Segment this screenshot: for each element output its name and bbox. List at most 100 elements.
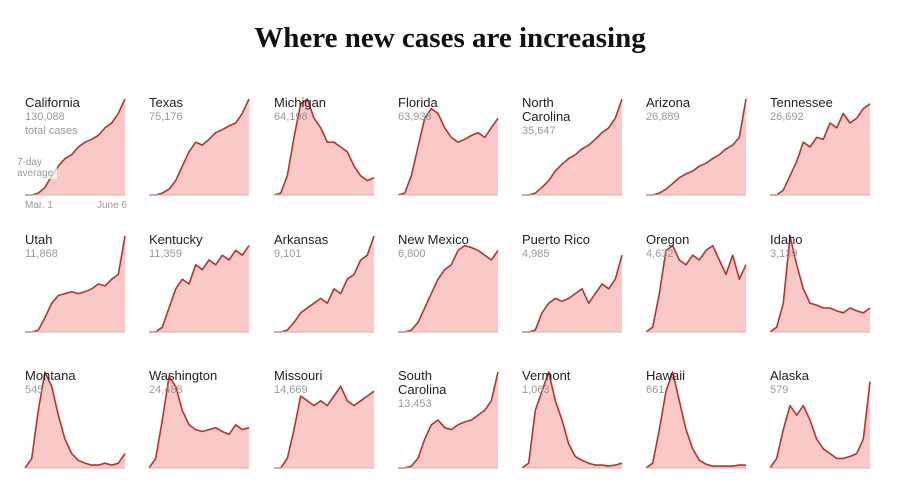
panel-label: Arkansas 9,101 — [274, 233, 356, 261]
daily-area — [398, 372, 498, 468]
total-cases: 9,101 — [274, 248, 302, 260]
average-line — [645, 244, 747, 333]
total-cases: 64,198 — [274, 111, 308, 123]
average-line — [274, 235, 375, 333]
state-name: Florida — [398, 95, 438, 110]
total-cases: 1,063 — [522, 384, 550, 396]
average-line — [645, 371, 746, 469]
total-cases: 14,669 — [274, 384, 308, 396]
average-line — [522, 254, 623, 333]
daily-area — [274, 99, 374, 195]
panel-label: California 130,088 total cases — [25, 96, 107, 138]
average-line — [521, 371, 623, 469]
daily-area — [770, 103, 870, 195]
total-cases: 75,176 — [149, 111, 183, 123]
panel-label: Hawaii 661 — [646, 369, 728, 397]
daily-area — [398, 108, 498, 195]
state-name: Kentucky — [149, 232, 203, 247]
total-cases: 130,088 — [25, 111, 65, 123]
state-name: Washington — [149, 368, 218, 383]
state-name: Missouri — [274, 368, 323, 383]
panel-label: Missouri 14,669 — [274, 369, 356, 397]
total-cases: 11,359 — [149, 248, 182, 260]
daily-area — [646, 99, 746, 195]
average-line — [769, 381, 871, 469]
panel-label: Oregon 4,632 — [646, 233, 728, 261]
total-cases: 11,868 — [25, 248, 58, 260]
daily-area — [149, 376, 249, 468]
total-cases: 3,139 — [770, 248, 798, 260]
daily-area — [149, 99, 249, 195]
panel-label: Montana 545 — [25, 369, 107, 397]
average-line — [149, 245, 250, 333]
x-label: June 6 — [96, 200, 127, 211]
panel-label: Florida 63,938 — [398, 96, 480, 124]
page-title: Where new cases are increasing — [254, 22, 646, 54]
total-cases: 24,488 — [149, 384, 183, 396]
average-line — [398, 244, 499, 333]
average-line — [149, 98, 250, 196]
average-line — [646, 98, 747, 196]
panel-label: South Carolina 13,453 — [398, 369, 480, 411]
state-name: Texas — [149, 95, 183, 110]
average-line — [25, 235, 126, 333]
average-line — [148, 376, 250, 469]
total-cases: 545 — [25, 384, 44, 396]
panel-label: Tennessee 26,692 — [770, 96, 852, 124]
average-line — [397, 107, 499, 196]
average-line — [522, 98, 623, 196]
average-line — [274, 385, 375, 469]
panel-label: Michigan 64,198 — [274, 96, 356, 124]
state-name: New Mexico — [398, 232, 469, 247]
state-name: Idaho — [770, 232, 803, 247]
x-label: Mar. 1 — [25, 200, 53, 211]
state-name: Montana — [25, 368, 76, 383]
daily-area — [398, 245, 498, 332]
state-name: Arkansas — [274, 232, 329, 247]
total-cases: 579 — [770, 384, 789, 396]
state-name: Utah — [25, 232, 53, 247]
daily-area — [522, 255, 622, 332]
panel-label: New Mexico 6,800 — [398, 233, 480, 261]
state-name: North Carolina — [522, 95, 571, 124]
state-name: California — [25, 95, 80, 110]
average-line — [769, 235, 871, 333]
daily-area — [149, 245, 249, 332]
total-cases: 35,647 — [522, 125, 556, 137]
panel-label: Texas 75,176 — [149, 96, 231, 124]
total-cases: 63,938 — [398, 111, 432, 123]
panel-label: Utah 11,868 — [25, 233, 107, 261]
panel-label: Kentucky 11,359 — [149, 233, 231, 261]
daily-area — [25, 99, 125, 195]
state-name: Oregon — [646, 232, 690, 247]
state-name: Vermont — [522, 368, 571, 383]
panel-label: Vermont 1,063 — [522, 369, 604, 397]
state-name: Hawaii — [646, 368, 686, 383]
daily-area — [522, 372, 622, 468]
daily-area — [522, 99, 622, 195]
state-name: Puerto Rico — [522, 232, 590, 247]
annotation: total cases — [25, 125, 78, 137]
daily-area — [770, 381, 870, 468]
daily-area — [646, 245, 746, 332]
panel-label: Washington 24,488 — [149, 369, 231, 397]
average-line — [273, 98, 375, 196]
panel-label: Idaho 3,139 — [770, 233, 852, 261]
total-cases: 4,632 — [646, 248, 674, 260]
daily-area — [646, 372, 746, 468]
state-name: Tennessee — [770, 95, 833, 110]
state-name: Alaska — [770, 368, 810, 383]
state-name: South Carolina — [398, 368, 447, 397]
total-cases: 13,453 — [398, 398, 432, 410]
panel-label: Alaska 579 — [770, 369, 852, 397]
average-line — [25, 98, 126, 196]
daily-area — [274, 386, 374, 468]
total-cases: 4,985 — [522, 248, 550, 260]
state-name: Arizona — [646, 95, 691, 110]
panel-label: Puerto Rico 4,985 — [522, 233, 604, 261]
average-line — [398, 371, 499, 469]
panel-label: North Carolina 35,647 — [522, 96, 604, 138]
total-cases: 26,889 — [646, 111, 680, 123]
